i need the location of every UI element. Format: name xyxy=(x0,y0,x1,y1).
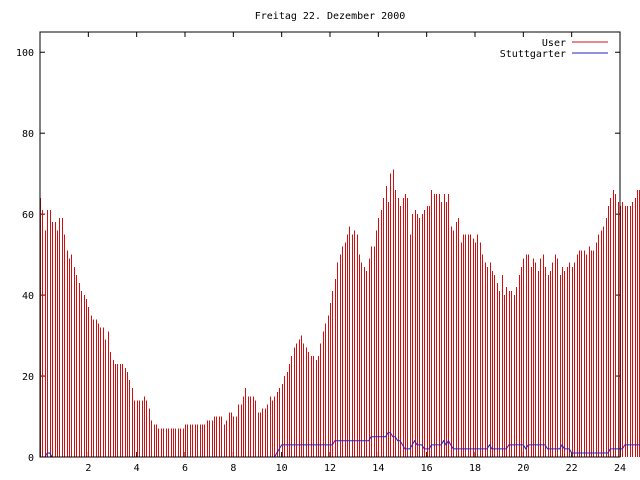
x-tick-label: 12 xyxy=(324,463,336,474)
x-tick-label: 8 xyxy=(230,463,236,474)
y-tick-label: 40 xyxy=(22,291,34,302)
x-tick-label: 22 xyxy=(566,463,578,474)
x-tick-label: 2 xyxy=(85,463,91,474)
x-tick-label: 4 xyxy=(134,463,140,474)
x-tick-label: 18 xyxy=(469,463,481,474)
y-tick-label: 0 xyxy=(28,453,34,464)
x-tick-label: 14 xyxy=(372,463,384,474)
chart-title: Freitag 22. Dezember 2000 xyxy=(255,11,406,22)
x-tick-label: 6 xyxy=(182,463,188,474)
x-tick-label: 16 xyxy=(421,463,433,474)
legend-label-user: User xyxy=(542,38,566,49)
x-tick-label: 20 xyxy=(517,463,529,474)
plot-frame xyxy=(39,31,621,458)
legend-label-stuttgarter: Stuttgarter xyxy=(500,49,566,60)
y-tick-label: 60 xyxy=(22,210,34,221)
series-user xyxy=(40,169,640,457)
y-tick-label: 80 xyxy=(22,129,34,140)
y-tick-label: 100 xyxy=(16,48,34,59)
x-tick-label: 10 xyxy=(276,463,288,474)
x-tick-label: 24 xyxy=(614,463,626,474)
legend: User Stuttgarter xyxy=(500,38,608,60)
y-tick-label: 20 xyxy=(22,372,34,383)
